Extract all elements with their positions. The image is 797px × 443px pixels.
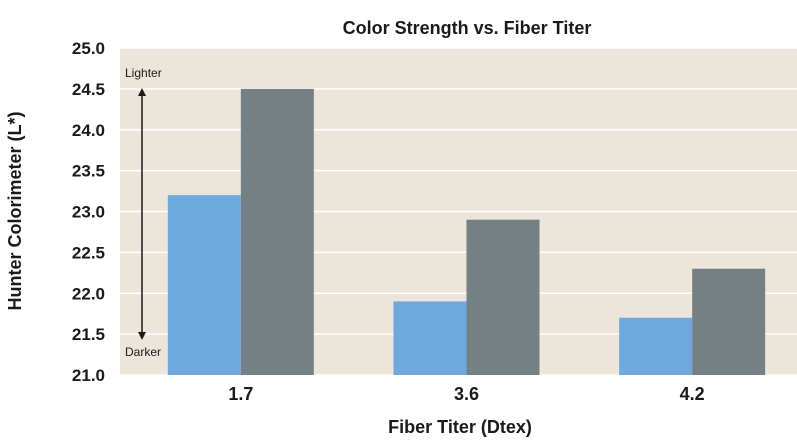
x-axis-ticks: 1.7 3.6 4.2 <box>228 384 704 404</box>
bar-series-1-cat-1.7 <box>167 195 241 375</box>
bar-series-1-cat-4.2 <box>619 317 693 375</box>
y-tick-label: 21.0 <box>72 366 105 385</box>
bar-series-2-cat-4.2 <box>692 268 766 375</box>
annotation-darker: Darker <box>125 345 161 359</box>
annotation-lighter: Lighter <box>125 66 162 80</box>
y-tick-label: 24.5 <box>72 80 105 99</box>
bars <box>167 88 766 375</box>
y-tick-label: 25.0 <box>72 39 105 58</box>
y-tick-label: 23.0 <box>72 203 105 222</box>
y-tick-label: 22.5 <box>72 243 105 262</box>
y-tick-label: 21.5 <box>72 325 105 344</box>
y-axis-ticks: 21.0 21.5 22.0 22.5 23.0 23.5 24.0 24.5 25.0 <box>72 39 105 385</box>
chart-title: Color Strength vs. Fiber Titer <box>343 18 592 38</box>
bar-series-2-cat-1.7 <box>240 88 314 375</box>
y-tick-label: 22.0 <box>72 284 105 303</box>
y-tick-label: 23.5 <box>72 162 105 181</box>
y-axis-title: Hunter Colorimeter (L*) <box>5 111 25 310</box>
x-tick-label: 4.2 <box>680 384 705 404</box>
x-axis-title: Fiber Titer (Dtex) <box>388 417 532 437</box>
x-tick-label: 1.7 <box>228 384 253 404</box>
y-tick-label: 24.0 <box>72 121 105 140</box>
bar-series-2-cat-3.6 <box>466 219 540 375</box>
x-tick-label: 3.6 <box>454 384 479 404</box>
bar-series-1-cat-3.6 <box>393 301 467 375</box>
